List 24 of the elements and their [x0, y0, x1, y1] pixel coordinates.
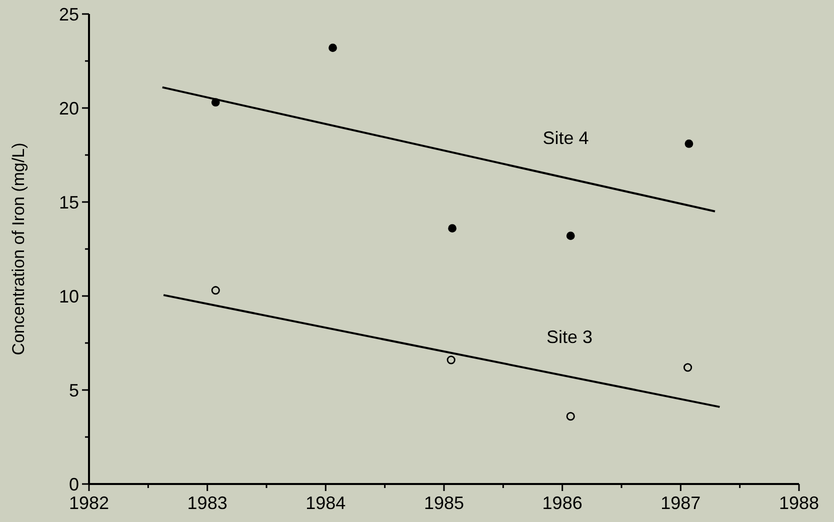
y-tick-label: 25 — [58, 4, 79, 24]
y-tick-label: 5 — [68, 380, 79, 400]
point — [684, 140, 694, 148]
y-axis-title: Concentration of Iron (mg/L) — [9, 142, 28, 356]
x-tick-label: 1984 — [306, 493, 346, 513]
point — [328, 44, 337, 52]
point — [566, 232, 575, 240]
series-label: Site 4 — [542, 128, 589, 148]
x-tick-label: 1988 — [778, 493, 820, 513]
point — [211, 286, 220, 295]
point — [448, 224, 456, 233]
y-tick-label: 0 — [68, 474, 79, 494]
x-tick-label: 1986 — [542, 493, 582, 513]
y-tick-label: 15 — [58, 192, 79, 212]
series-label: Site 3 — [546, 327, 593, 348]
x-tick-label: 1983 — [187, 493, 228, 513]
x-tick-label: 1987 — [660, 493, 701, 513]
x-tick-label: 1985 — [424, 493, 464, 513]
point — [683, 363, 692, 372]
y-tick-label: 10 — [58, 286, 79, 306]
y-tick-label: 20 — [58, 98, 79, 118]
x-tick-label: 1982 — [68, 493, 110, 513]
point — [446, 356, 456, 364]
point — [566, 412, 575, 421]
